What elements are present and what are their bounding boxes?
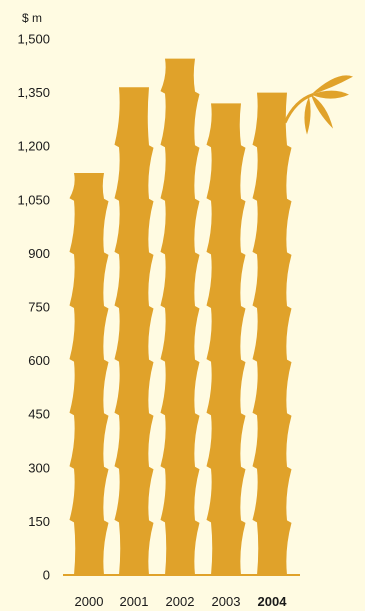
x-tick-label: 2000 bbox=[75, 594, 104, 609]
y-tick-label: 1,350 bbox=[17, 85, 50, 100]
bar-2000 bbox=[69, 173, 109, 575]
y-tick-label: 900 bbox=[28, 246, 50, 261]
y-tick-label: 1,200 bbox=[17, 139, 50, 154]
x-tick-label: 2003 bbox=[212, 594, 241, 609]
y-tick-label: 0 bbox=[43, 568, 50, 583]
y-tick-label: 150 bbox=[28, 514, 50, 529]
y-tick-label: 1,500 bbox=[17, 32, 50, 47]
x-tick-label: 2001 bbox=[120, 594, 149, 609]
y-tick-label: 750 bbox=[28, 300, 50, 315]
y-tick-label: 1,050 bbox=[17, 192, 50, 207]
y-tick-label: 600 bbox=[28, 353, 50, 368]
bars bbox=[69, 58, 292, 576]
y-axis-unit-label: $ m bbox=[22, 11, 42, 25]
y-tick-label: 300 bbox=[28, 460, 50, 475]
bar-2004 bbox=[252, 92, 292, 575]
bamboo-leaf-icon bbox=[283, 75, 353, 135]
x-tick-label: 2004 bbox=[258, 594, 288, 609]
bar-2001 bbox=[114, 87, 154, 576]
x-axis-labels: 2000 2001 2002 2003 2004 bbox=[75, 594, 288, 609]
bar-2002 bbox=[160, 58, 200, 576]
y-axis-ticks: 0 150 300 450 600 750 900 1,050 1,200 1,350 1,500 bbox=[17, 32, 50, 583]
x-tick-label: 2002 bbox=[166, 594, 195, 609]
y-tick-label: 450 bbox=[28, 407, 50, 422]
bar-2003 bbox=[206, 103, 246, 575]
